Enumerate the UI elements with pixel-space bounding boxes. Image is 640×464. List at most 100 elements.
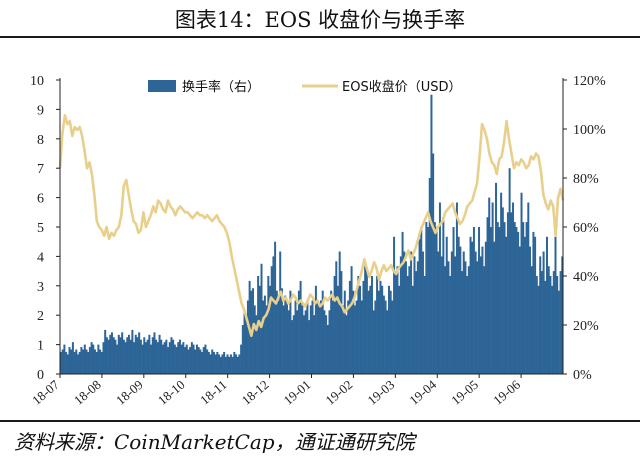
turnover-bar <box>218 354 221 374</box>
turnover-bar <box>294 300 297 374</box>
turnover-bar <box>522 222 525 374</box>
turnover-bar <box>520 192 523 374</box>
turnover-bar <box>440 256 443 374</box>
turnover-bar <box>362 280 365 374</box>
turnover-bar <box>236 356 239 374</box>
turnover-bar <box>314 285 317 374</box>
turnover-bar <box>367 290 370 374</box>
turnover-bar <box>129 339 132 374</box>
turnover-bar <box>71 342 74 374</box>
turnover-bar <box>204 344 207 374</box>
x-tick-label: 18-08 <box>71 377 104 408</box>
right-tick-label: 100% <box>573 123 606 138</box>
turnover-bar <box>418 239 421 374</box>
turnover-bar <box>476 261 479 374</box>
turnover-bar <box>508 168 511 374</box>
turnover-bar <box>430 94 433 374</box>
right-tick-label: 60% <box>573 221 599 236</box>
turnover-bar <box>498 227 501 374</box>
turnover-bar <box>404 261 407 374</box>
turnover-bar <box>289 290 292 374</box>
turnover-bar <box>540 271 543 374</box>
turnover-bar <box>374 300 377 374</box>
left-tick-label: 9 <box>37 103 44 118</box>
turnover-bar <box>163 342 166 374</box>
turnover-bar <box>437 251 440 374</box>
turnover-bar <box>284 295 287 374</box>
turnover-bar <box>134 334 137 374</box>
turnover-bar <box>133 342 136 374</box>
turnover-bar <box>427 227 430 374</box>
turnover-bar <box>90 342 93 374</box>
turnover-bar <box>95 351 98 374</box>
turnover-bar <box>160 339 163 374</box>
turnover-bar <box>389 290 392 374</box>
legend: 换手率（右） EOS收盘价（USD） <box>148 79 461 95</box>
turnover-bar <box>525 222 528 374</box>
turnover-bar <box>445 236 448 374</box>
turnover-bar <box>546 236 549 374</box>
turnover-bar <box>233 351 236 374</box>
price-line-layer <box>58 113 565 338</box>
turnover-bar <box>377 290 380 374</box>
turnover-bar <box>459 246 462 374</box>
turnover-bar <box>336 285 339 374</box>
turnover-bar <box>393 236 396 374</box>
turnover-bar <box>265 305 268 374</box>
turnover-bar <box>153 332 156 374</box>
turnover-bar <box>127 334 130 374</box>
turnover-bar <box>328 310 331 374</box>
turnover-bar <box>467 266 470 374</box>
turnover-bar <box>180 344 183 374</box>
turnover-bar <box>78 351 81 374</box>
turnover-bar <box>114 339 117 374</box>
turnover-bar <box>474 251 477 374</box>
right-tick-label: 80% <box>573 172 599 187</box>
turnover-bar <box>438 202 441 374</box>
turnover-bar <box>547 266 550 374</box>
turnover-bar <box>112 337 115 374</box>
turnover-bar <box>308 320 311 374</box>
turnover-bar <box>214 354 217 374</box>
turnover-bar <box>141 344 144 374</box>
turnover-bar <box>209 354 212 374</box>
turnover-bar <box>165 339 168 374</box>
turnover-bar <box>496 222 499 374</box>
turnover-bar <box>136 337 139 374</box>
turnover-bar <box>150 344 153 374</box>
left-tick-label: 4 <box>37 250 44 265</box>
turnover-bar <box>491 202 494 374</box>
turnover-bar <box>447 261 450 374</box>
turnover-bar <box>85 349 88 374</box>
turnover-bar <box>61 349 64 374</box>
turnover-bar <box>143 337 146 374</box>
turnover-bar <box>518 246 521 374</box>
turnover-bar <box>182 342 185 374</box>
turnover-bar <box>495 182 498 374</box>
turnover-bar <box>478 227 481 374</box>
turnover-bar <box>170 337 173 374</box>
turnover-bar <box>348 280 351 374</box>
turnover-bar <box>506 212 509 374</box>
turnover-bar <box>416 261 419 374</box>
turnover-bar <box>184 347 187 374</box>
turnover-bar <box>207 351 210 374</box>
turnover-bar <box>398 285 401 374</box>
turnover-bar <box>316 300 319 374</box>
turnover-bar <box>199 349 202 374</box>
turnover-bar <box>410 251 413 374</box>
turnover-bar <box>483 266 486 374</box>
turnover-bar <box>189 347 192 374</box>
turnover-bar <box>479 256 482 374</box>
turnover-bar <box>457 236 460 374</box>
turnover-bar <box>403 251 406 374</box>
turnover-bar <box>190 342 193 374</box>
turnover-bar <box>212 351 215 374</box>
turnover-bar <box>311 300 314 374</box>
turnover-bar <box>119 337 122 374</box>
turnover-bar <box>539 256 542 374</box>
turnover-bar <box>391 300 394 374</box>
turnover-bar <box>355 300 358 374</box>
turnover-bar <box>335 261 338 374</box>
turnover-bar <box>255 315 258 374</box>
